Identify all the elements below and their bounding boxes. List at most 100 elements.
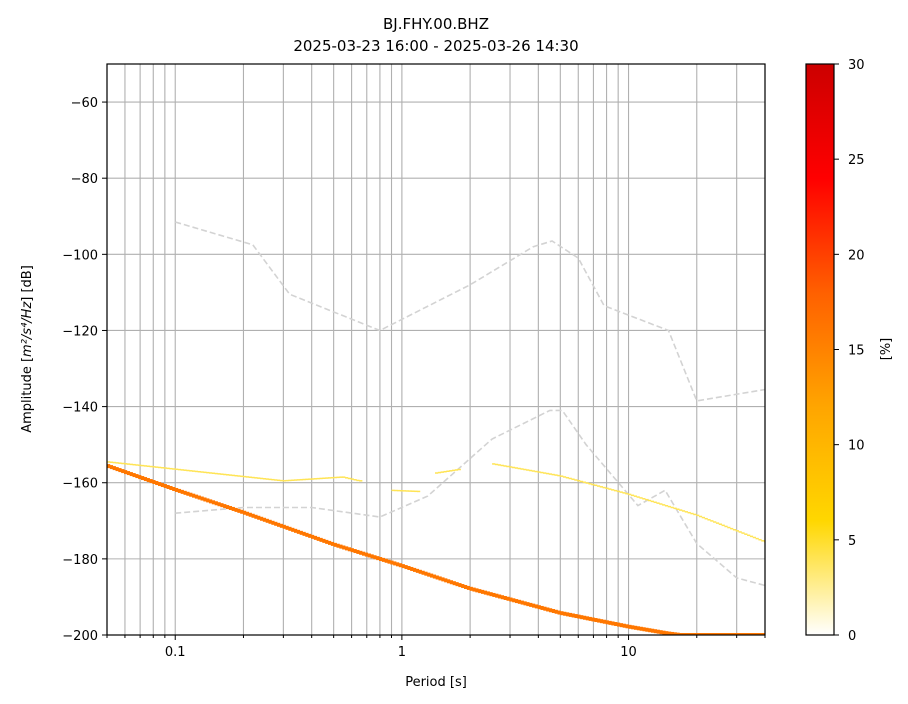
psd-cell: [155, 481, 159, 486]
psd-cell-faint: [670, 506, 674, 509]
psd-cell: [208, 499, 213, 504]
psd-cell: [240, 509, 244, 514]
psd-cell: [356, 549, 360, 554]
psd-cell-faint: [526, 469, 530, 471]
psd-cell-faint: [528, 469, 533, 472]
psd-cell: [738, 633, 743, 635]
psd-cell: [628, 624, 632, 629]
psd-cell-faint: [534, 470, 538, 473]
chart-subtitle: 2025-03-23 16:00 - 2025-03-26 14:30: [293, 37, 578, 55]
psd-cell: [276, 522, 281, 527]
psd-cell: [721, 633, 726, 635]
psd-cell: [237, 508, 241, 513]
psd-cell: [463, 584, 468, 589]
psd-cell-faint: [577, 480, 581, 482]
psd-cell: [225, 505, 230, 510]
y-tick-label: −100: [62, 248, 98, 263]
psd-cell: [509, 597, 513, 602]
psd-cell: [599, 619, 604, 624]
psd-cell-faint: [554, 474, 558, 476]
colorbar-tick-label: 20: [848, 248, 865, 263]
psd-cell-faint: [574, 479, 578, 481]
psd-cell-faint: [397, 489, 401, 492]
psd-cell: [489, 592, 493, 597]
psd-cell: [531, 603, 536, 608]
psd-cell: [435, 575, 439, 580]
psd-cell: [724, 633, 728, 635]
psd-cell-faint: [310, 478, 315, 480]
psd-cell-faint: [514, 467, 518, 469]
psd-cell: [574, 614, 578, 619]
psd-cell: [344, 546, 349, 551]
psd-cell-faint: [206, 471, 210, 474]
psd-cell-faint: [571, 478, 575, 480]
psd-cell: [659, 630, 663, 635]
psd-cell: [747, 633, 751, 635]
psd-cell: [393, 561, 397, 566]
psd-cell-faint: [279, 479, 284, 482]
psd-cell-faint: [653, 501, 657, 504]
psd-cell: [265, 518, 269, 523]
psd-cell-faint: [605, 487, 609, 490]
psd-cell-faint: [265, 478, 269, 480]
psd-cell-faint: [560, 475, 564, 477]
psd-cell: [141, 476, 145, 481]
psd-cell-faint: [656, 502, 660, 504]
psd-cell: [415, 568, 420, 573]
psd-cell: [126, 471, 131, 476]
colorbar-tick-label: 10: [848, 439, 865, 454]
psd-cell-faint: [676, 508, 680, 510]
psd-cell: [302, 531, 306, 536]
psd-cell-faint: [457, 468, 461, 471]
grid-lines: [106, 64, 766, 636]
psd-cell: [404, 565, 408, 570]
psd-cell: [701, 633, 706, 635]
psd-cell: [387, 559, 391, 564]
psd-cell: [602, 619, 607, 624]
psd-cell: [342, 545, 346, 550]
psd-cell-faint: [531, 470, 535, 472]
psd-histogram: [107, 461, 765, 635]
psd-cell-faint: [197, 470, 201, 473]
psd-cell-faint: [405, 490, 409, 492]
psd-cell-faint: [257, 477, 261, 479]
psd-cell-faint: [684, 511, 688, 513]
psd-cell: [364, 552, 369, 557]
psd-cell-faint: [350, 478, 354, 480]
y-tick-label: −140: [62, 401, 98, 416]
psd-cell-faint: [744, 533, 748, 535]
colorbar-tick-label: 5: [848, 534, 856, 549]
psd-cell-faint: [616, 490, 620, 493]
colorbar-label: [%]: [879, 338, 894, 361]
psd-cell-faint: [166, 467, 170, 470]
psd-cell: [631, 625, 635, 630]
psd-cell: [421, 570, 425, 575]
psd-cell-faint: [602, 486, 606, 489]
psd-cell-faint: [183, 469, 187, 471]
y-axis-ticks: −60 −80 −100 −120 −140 −160 −180 −200: [62, 96, 107, 644]
psd-cell: [506, 596, 510, 601]
psd-cell: [418, 569, 422, 574]
psd-cell-faint: [681, 510, 686, 512]
psd-cell-faint: [276, 479, 281, 482]
psd-cell: [118, 468, 122, 473]
psd-cell: [636, 626, 641, 631]
psd-cell-faint: [225, 474, 230, 476]
psd-cell-faint: [565, 476, 569, 479]
psd-cell-faint: [622, 492, 626, 494]
y-axis-label-suffix: ] [dB]: [20, 265, 35, 302]
psd-cell-faint: [506, 465, 510, 468]
psd-cell: [455, 582, 459, 587]
psd-cell: [211, 500, 216, 505]
psd-cell-faint: [741, 532, 745, 534]
x-tick-label: 10: [620, 645, 637, 660]
psd-cell: [177, 488, 182, 493]
psd-cell-faint: [710, 520, 714, 522]
psd-cell: [132, 473, 136, 478]
psd-cell: [444, 578, 448, 583]
psd-cell: [458, 583, 462, 588]
psd-cell: [166, 485, 170, 490]
psd-cell: [560, 611, 564, 616]
psd-cell: [755, 633, 760, 635]
psd-cell-faint: [636, 496, 640, 498]
